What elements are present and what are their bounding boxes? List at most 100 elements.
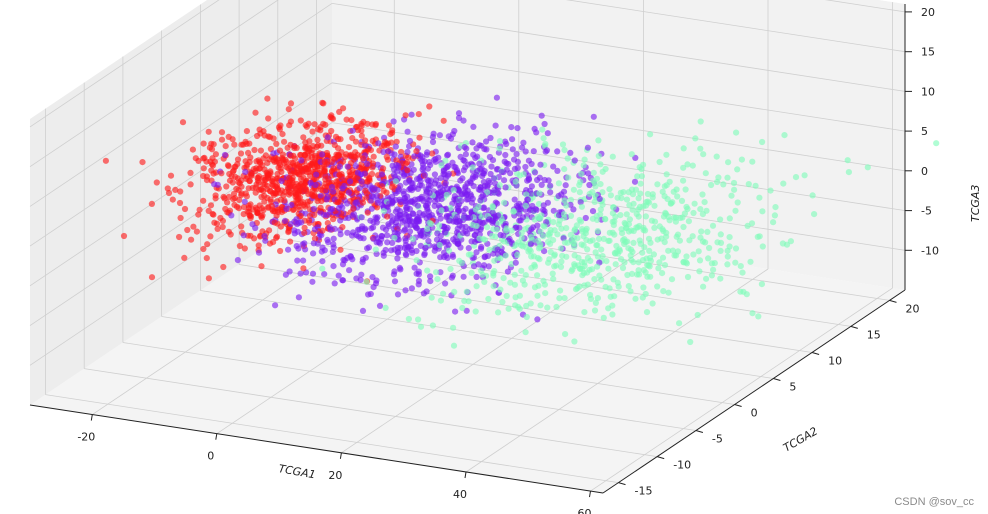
data-point-series-2 xyxy=(537,161,544,168)
data-point-series-2 xyxy=(497,231,504,239)
data-point-series-3 xyxy=(540,135,547,142)
data-point-series-3 xyxy=(518,267,525,274)
data-point-series-2 xyxy=(357,276,364,283)
data-point-series-2 xyxy=(341,182,348,189)
data-point-series-1 xyxy=(219,223,226,231)
data-point-series-3 xyxy=(473,283,480,290)
data-point-series-1 xyxy=(327,114,334,121)
data-point-series-3 xyxy=(531,216,538,223)
data-point-series-2 xyxy=(402,235,409,242)
data-point-series-2 xyxy=(294,228,301,235)
z-grid-line-left xyxy=(29,42,333,247)
data-point-series-3 xyxy=(633,224,640,231)
data-point-series-2 xyxy=(358,271,365,278)
data-point-series-1 xyxy=(200,140,207,147)
data-point-series-3 xyxy=(610,276,617,283)
data-point-series-3 xyxy=(629,206,636,213)
data-point-series-2 xyxy=(452,196,459,203)
data-point-series-3 xyxy=(502,252,509,259)
data-point-series-2 xyxy=(485,263,492,270)
data-point-series-2 xyxy=(418,157,425,164)
data-point-series-2 xyxy=(517,217,524,224)
data-point-series-1 xyxy=(279,151,286,158)
data-point-series-3 xyxy=(781,132,788,139)
data-point-series-3 xyxy=(640,284,647,291)
data-point-series-1 xyxy=(262,176,269,183)
data-point-series-2 xyxy=(324,134,331,141)
x-tick-label: 60 xyxy=(578,507,592,514)
data-point-series-1 xyxy=(229,168,236,175)
data-point-series-2 xyxy=(398,169,405,176)
data-point-series-2 xyxy=(528,190,535,197)
watermark: CSDN @sov_cc xyxy=(894,496,974,508)
data-point-series-3 xyxy=(703,275,710,282)
data-point-series-3 xyxy=(697,145,704,152)
data-point-series-2 xyxy=(522,163,529,171)
data-point-series-1 xyxy=(383,189,390,196)
data-point-series-2 xyxy=(255,249,263,256)
data-point-series-1 xyxy=(301,151,308,158)
data-point-series-2 xyxy=(324,236,331,243)
data-point-series-3 xyxy=(680,164,687,171)
data-point-series-1 xyxy=(269,178,276,185)
data-point-series-3 xyxy=(592,183,599,190)
data-point-series-2 xyxy=(547,182,554,189)
data-point-series-3 xyxy=(726,243,733,250)
data-point-series-3 xyxy=(665,289,672,296)
data-point-series-2 xyxy=(394,168,401,175)
data-point-series-3 xyxy=(481,278,488,285)
data-point-series-3 xyxy=(628,270,636,277)
data-point-series-1 xyxy=(334,199,341,206)
data-point-series-2 xyxy=(448,274,455,281)
data-point-series-2 xyxy=(486,216,493,223)
data-point-series-3 xyxy=(698,228,705,235)
data-point-series-3 xyxy=(570,234,578,241)
data-point-series-2 xyxy=(487,170,494,178)
data-point-series-2 xyxy=(423,288,430,295)
data-point-series-1 xyxy=(273,140,280,147)
data-point-series-2 xyxy=(483,146,490,153)
data-point-series-2 xyxy=(470,173,477,180)
data-point-series-2 xyxy=(344,200,351,207)
data-point-series-3 xyxy=(611,218,618,225)
data-point-series-2 xyxy=(288,202,295,209)
data-point-series-2 xyxy=(461,214,468,221)
data-point-series-3 xyxy=(550,275,557,282)
data-point-series-2 xyxy=(414,202,421,209)
data-point-series-2 xyxy=(401,226,408,233)
data-point-series-3 xyxy=(555,180,563,187)
data-point-series-3 xyxy=(597,181,604,188)
data-point-series-3 xyxy=(505,305,512,312)
data-point-series-2 xyxy=(447,135,455,142)
data-point-series-2 xyxy=(386,200,393,207)
data-point-series-3 xyxy=(511,271,518,278)
data-point-series-3 xyxy=(717,216,724,223)
data-point-series-1 xyxy=(284,144,291,151)
z-grid-line-back xyxy=(331,3,906,92)
data-point-series-1 xyxy=(253,158,260,165)
data-point-series-2 xyxy=(380,148,387,156)
data-point-series-2 xyxy=(437,192,444,199)
data-point-series-1 xyxy=(220,263,227,271)
data-point-series-1 xyxy=(277,122,284,129)
data-point-series-3 xyxy=(623,211,630,218)
data-point-series-1 xyxy=(200,197,207,204)
data-point-series-3 xyxy=(484,224,491,231)
data-point-series-1 xyxy=(148,200,155,207)
data-point-series-3 xyxy=(635,267,642,274)
data-point-series-2 xyxy=(436,132,443,139)
data-point-series-3 xyxy=(459,304,466,312)
data-point-series-3 xyxy=(706,244,713,252)
data-point-series-2 xyxy=(330,235,337,242)
data-point-series-1 xyxy=(200,245,207,253)
data-point-series-2 xyxy=(406,186,413,193)
data-point-series-3 xyxy=(933,140,940,147)
y-tick-label: -5 xyxy=(712,433,723,446)
data-point-series-3 xyxy=(561,197,568,204)
data-point-series-3 xyxy=(424,225,431,232)
data-point-series-2 xyxy=(270,150,277,157)
data-point-series-3 xyxy=(534,292,541,299)
data-point-series-2 xyxy=(431,202,438,209)
data-point-series-2 xyxy=(421,171,429,179)
data-point-series-3 xyxy=(450,187,457,194)
